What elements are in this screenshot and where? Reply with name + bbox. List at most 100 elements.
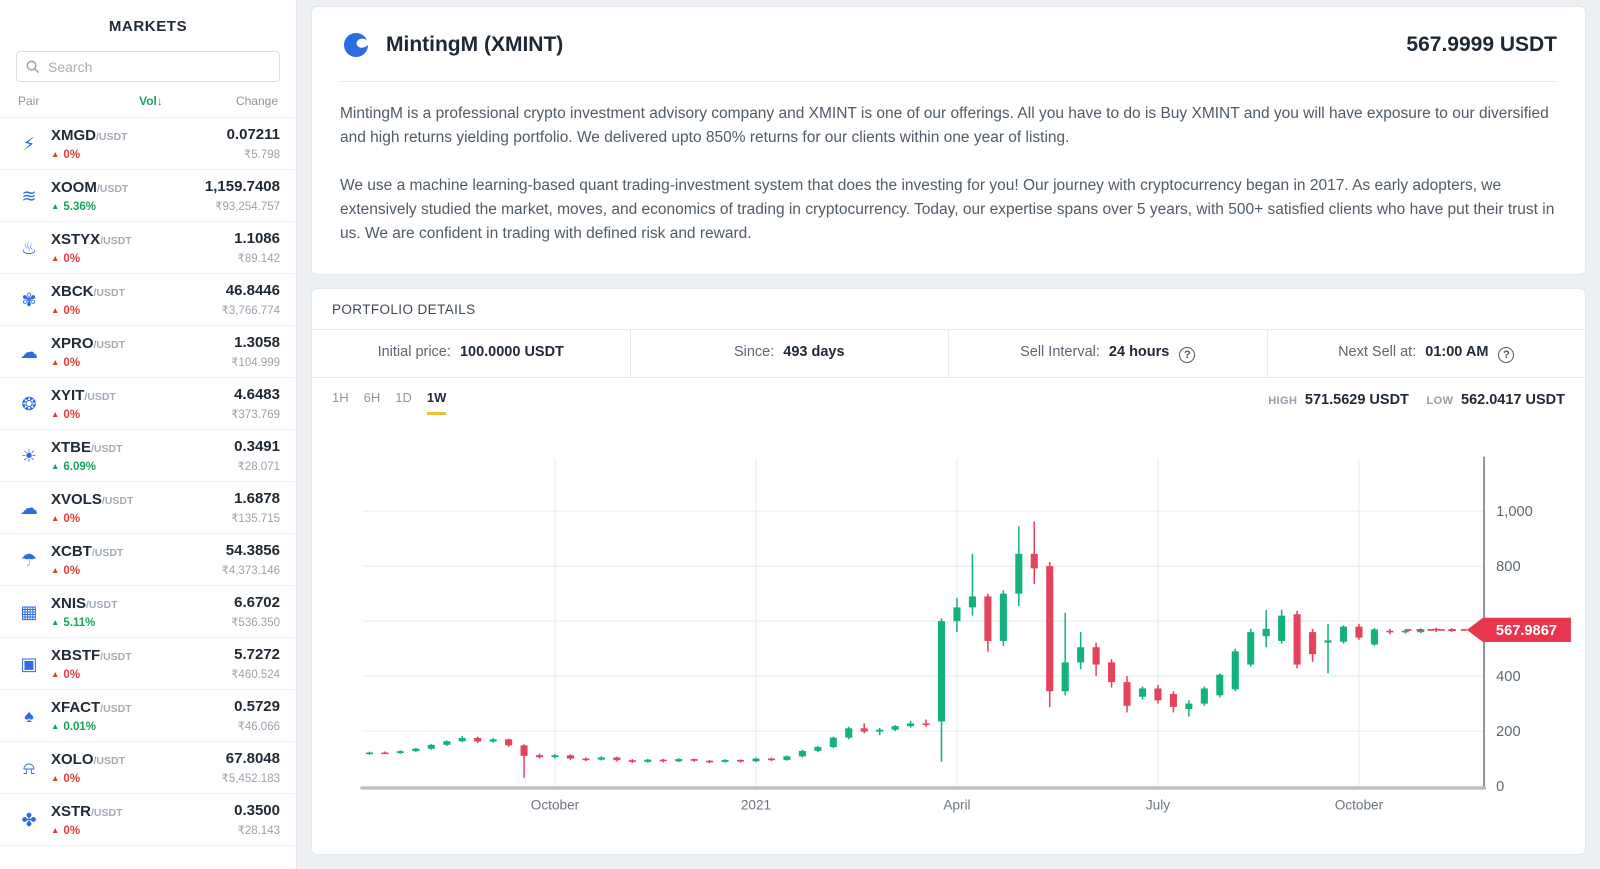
market-row[interactable]: ▦ XNIS/USDT ▲ 5.11% 6.6702 ₹536.350: [0, 586, 296, 638]
bell-icon: ⍾: [23, 757, 35, 778]
change-percent: ▲ 0%: [51, 564, 81, 577]
pair-label: XSTYX/USDT: [51, 230, 132, 248]
wave-icon: ≋: [21, 185, 37, 206]
low-label: LOW: [1426, 395, 1454, 408]
market-row[interactable]: ♠ XFACT/USDT ▲ 0.01% 0.5729 ₹46.066: [0, 690, 296, 742]
pair-price: 1.3058: [234, 334, 280, 351]
pair-inr-value: ₹28.143: [237, 825, 281, 837]
pair-inr-value: ₹5,452.183: [221, 773, 280, 785]
change-percent: ▲ 0%: [51, 512, 81, 525]
change-arrow-icon: ▲: [51, 616, 60, 627]
timeframe-1w[interactable]: 1W: [426, 390, 447, 416]
palm-icon: ♠: [24, 705, 34, 726]
pair-label: XCBT/USDT: [51, 542, 124, 560]
search-box[interactable]: [16, 51, 280, 82]
last-price-tag: 567.9867: [1466, 617, 1571, 643]
svg-text:200: 200: [1496, 724, 1520, 740]
timeframe-6h[interactable]: 6H: [363, 390, 381, 406]
market-row[interactable]: ☀ XTBE/USDT ▲ 6.09% 0.3491 ₹28.071: [0, 430, 296, 482]
pair-price: 67.8048: [225, 750, 280, 767]
portfolio-section-title: PORTFOLIO DETAILS: [312, 289, 1585, 331]
pair-price: 1,159.7408: [204, 178, 280, 195]
high-value: 571.5629 USDT: [1304, 392, 1409, 409]
apple-icon: ❂: [21, 393, 37, 414]
markets-column-headers: Pair Vol↓ Change: [0, 82, 296, 118]
search-icon: [26, 60, 39, 73]
pair-label: XTBE/USDT: [51, 438, 123, 456]
info-icon[interactable]: ?: [1179, 347, 1196, 364]
column-vol-sort[interactable]: Vol↓: [139, 94, 163, 108]
pair-label: XBCK/USDT: [51, 282, 126, 300]
pair-label: XOLO/USDT: [51, 750, 126, 768]
change-arrow-icon: ▲: [51, 460, 60, 471]
market-row[interactable]: ⍾ XOLO/USDT ▲ 0% 67.8048 ₹5,452.183: [0, 742, 296, 794]
change-percent: ▲ 0%: [51, 252, 81, 265]
pair-label: XMGD/USDT: [51, 126, 128, 144]
market-row[interactable]: ✾ XBCK/USDT ▲ 0% 46.8446 ₹3,766.774: [0, 274, 296, 326]
change-percent: ▲ 5.11%: [51, 616, 96, 629]
divider: [340, 81, 1557, 82]
pair-label: XBSTF/USDT: [51, 646, 132, 664]
pair-price: 0.07211: [226, 126, 280, 143]
info-icon[interactable]: ?: [1498, 347, 1515, 364]
pair-price: 6.6702: [234, 594, 280, 611]
column-pair[interactable]: Pair: [18, 94, 40, 108]
change-percent: ▲ 0%: [51, 824, 81, 837]
pair-inr-value: ₹460.524: [231, 669, 280, 681]
pair-label: XVOLS/USDT: [51, 490, 134, 508]
markets-title: MARKETS: [108, 18, 188, 35]
svg-text:800: 800: [1496, 559, 1520, 575]
svg-text:April: April: [943, 797, 970, 812]
pair-price: 46.8446: [225, 282, 280, 299]
change-arrow-icon: ▲: [51, 772, 60, 783]
pair-label: XNIS/USDT: [51, 594, 118, 612]
svg-text:July: July: [1146, 797, 1170, 812]
market-row[interactable]: ≋ XOOM/USDT ▲ 5.36% 1,159.7408 ₹93,254.75…: [0, 170, 296, 222]
change-arrow-icon: ▲: [51, 720, 60, 731]
pair-label: XYIT/USDT: [51, 386, 116, 404]
high-label: HIGH: [1268, 395, 1298, 408]
svg-text:October: October: [531, 797, 580, 812]
cloud-icon: ☁: [20, 341, 38, 362]
search-input[interactable]: [46, 57, 270, 76]
change-arrow-icon: ▲: [51, 512, 60, 523]
pair-label: XFACT/USDT: [51, 698, 132, 716]
change-arrow-icon: ▲: [51, 200, 60, 211]
pair-inr-value: ₹46.066: [237, 721, 281, 733]
pair-inr-value: ₹135.715: [231, 513, 280, 525]
description-paragraph-2: We use a machine learning-based quant tr…: [340, 177, 1555, 243]
change-percent: ▲ 0%: [51, 304, 81, 317]
cloud-icon: ☁: [20, 497, 38, 518]
market-row[interactable]: ▣ XBSTF/USDT ▲ 0% 5.7272 ₹460.524: [0, 638, 296, 690]
chart-toolbar: 1H 6H 1D 1W HIGH 571.5629 USDT LOW 562.0…: [312, 378, 1585, 416]
price-chart[interactable]: 1,000 800 400 200 0 October 2021 April July Octob…: [312, 415, 1585, 854]
sidebar-header: MARKETS: [0, 0, 296, 82]
market-row[interactable]: ☂ XCBT/USDT ▲ 0% 54.3856 ₹4,373.146: [0, 534, 296, 586]
change-percent: ▲ 0%: [51, 408, 81, 421]
svg-text:1,000: 1,000: [1496, 504, 1533, 520]
market-row[interactable]: ⚡ XMGD/USDT ▲ 0% 0.07211 ₹5.798: [0, 118, 296, 170]
markets-sidebar: MARKETS Pair Vol↓ Change ⚡ XMGD/USDT ▲0%…: [0, 0, 297, 869]
market-row[interactable]: ☁ XVOLS/USDT ▲ 0% 1.6878 ₹135.715: [0, 482, 296, 534]
description-paragraph-1: MintingM is a professional crypto invest…: [340, 105, 1549, 147]
market-row[interactable]: ♨ XSTYX/USDT ▲ 0% 1.1086 ₹89.142: [0, 222, 296, 274]
bus-icon: ▦: [20, 601, 38, 622]
lightning-icon: ⚡: [22, 133, 36, 154]
column-change[interactable]: Change: [235, 94, 278, 108]
pair-price: 54.3856: [225, 542, 280, 559]
pair-inr-value: ₹93,254.757: [215, 201, 280, 213]
stat-sell-interval: Sell Interval: 24 hours ?: [949, 330, 1268, 378]
pair-label: XPRO/USDT: [51, 334, 126, 352]
change-arrow-icon: ▲: [51, 408, 60, 419]
svg-text:October: October: [1335, 797, 1384, 812]
pair-price: 5.7272: [234, 646, 280, 663]
market-row[interactable]: ✤ XSTR/USDT ▲ 0% 0.3500 ₹28.143: [0, 794, 296, 846]
market-row[interactable]: ☁ XPRO/USDT ▲ 0% 1.3058 ₹104.999: [0, 326, 296, 378]
pair-inr-value: ₹4,373.146: [221, 565, 280, 577]
change-percent: ▲ 0%: [51, 356, 81, 369]
market-row[interactable]: ❂ XYIT/USDT ▲ 0% 4.6483 ₹373.769: [0, 378, 296, 430]
timeframe-1h[interactable]: 1H: [332, 390, 349, 406]
change-arrow-icon: ▲: [51, 668, 60, 679]
stat-since: Since: 493 days: [631, 330, 949, 378]
timeframe-1d[interactable]: 1D: [395, 390, 412, 406]
